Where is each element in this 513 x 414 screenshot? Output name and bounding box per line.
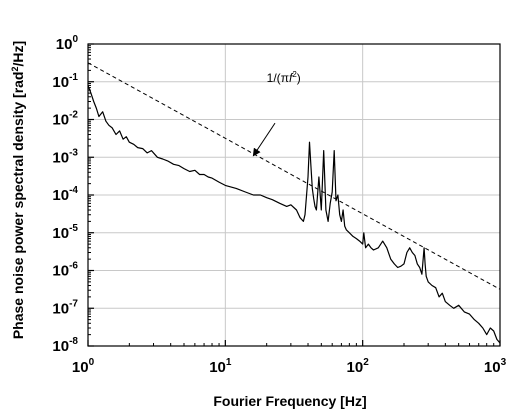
x-axis-label: Fourier Frequency [Hz]: [213, 393, 366, 409]
y-tick-label: 100: [56, 34, 79, 53]
series-dashed-line: [87, 62, 501, 290]
x-tick-label: 102: [347, 357, 370, 376]
y-axis-ticks: 100 10-1 10-2 10-3 10-4 10-5 10-6 10-7 10-8: [52, 34, 94, 355]
y-tick-label: 10-1: [52, 72, 78, 91]
plot-series: [87, 62, 501, 344]
x-tick-label: 100: [72, 357, 95, 376]
annotation-group: 1/(πf2): [252, 70, 301, 157]
grid-lines: [88, 44, 500, 346]
series-solid-line: [87, 85, 501, 344]
y-tick-label: 10-4: [52, 185, 78, 204]
y-tick-label: 10-3: [52, 147, 78, 166]
y-axis-label-sup: 2: [10, 67, 20, 72]
y-axis-label-tail: /Hz]: [10, 41, 26, 67]
x-tick-label: 101: [209, 357, 232, 376]
y-tick-label: 10-6: [52, 261, 78, 280]
y-axis-label-main: Phase noise power spectral density [rad: [10, 72, 26, 340]
y-tick-label: 10-5: [52, 223, 78, 242]
annotation-label: 1/(πf2): [267, 70, 301, 85]
annotation-arrow: [252, 122, 276, 157]
x-tick-label: 103: [484, 357, 507, 376]
y-tick-label: 10-8: [52, 336, 78, 355]
y-tick-label: 10-2: [52, 110, 78, 129]
x-axis-ticks: 100 101 102 103: [72, 340, 507, 376]
y-tick-label: 10-7: [52, 298, 78, 317]
y-axis-label: Phase noise power spectral density [rad2…: [10, 41, 26, 339]
